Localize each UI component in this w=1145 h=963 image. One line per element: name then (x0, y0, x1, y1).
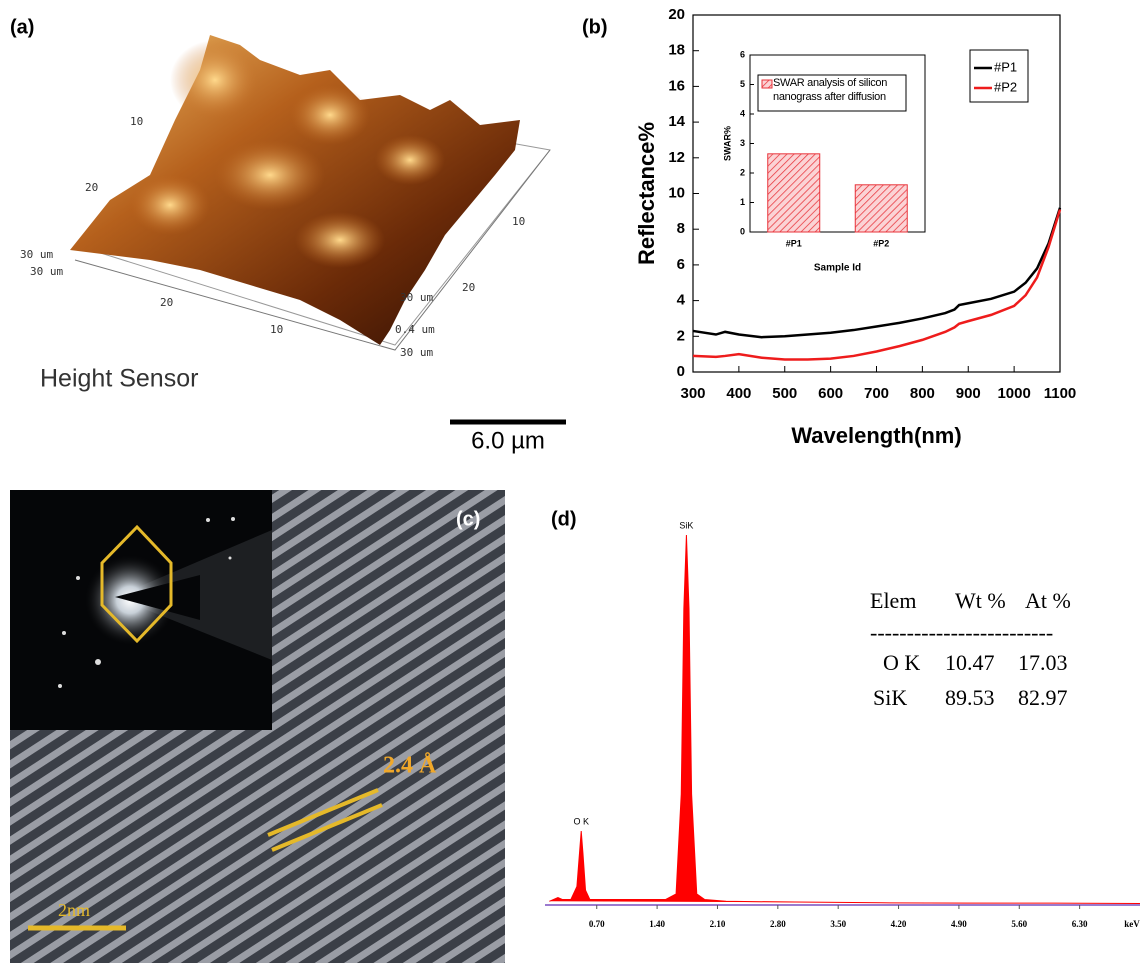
y-tick-label: 5 (740, 79, 745, 89)
x-tick-label: 6.30 (1072, 919, 1088, 929)
y-tick-label: 1 (740, 197, 745, 207)
x-tick-label: 2.80 (770, 919, 786, 929)
x-tick-label: #P2 (873, 238, 889, 248)
tem-image (10, 490, 505, 963)
y-tick-label: 2 (677, 327, 685, 344)
table-header: Wt % (955, 588, 1006, 613)
y-tick-label: 3 (740, 138, 745, 148)
x-tick-label: 400 (726, 385, 751, 402)
lattice-spacing: 2.4 Å (383, 753, 437, 779)
x-axis-label: Sample Id (814, 263, 861, 274)
afm-axis-label: 10 (130, 115, 143, 128)
x-tick-label: 700 (864, 385, 889, 402)
afm-axis-label: 30 um (400, 346, 433, 359)
x-tick-label: 1000 (997, 385, 1030, 402)
table-separator: ------------------------- (870, 620, 1053, 645)
y-tick-label: 16 (668, 77, 685, 94)
x-tick-label: 2.10 (710, 919, 726, 929)
x-tick-label: 1.40 (649, 919, 665, 929)
y-tick-label: 18 (668, 42, 685, 59)
table-cell: 82.97 (1018, 685, 1068, 710)
y-tick-label: 14 (668, 113, 685, 130)
legend-label: SWAR analysis of silicon nanograss after… (773, 76, 905, 104)
table-header: At % (1025, 588, 1071, 613)
y-axis-label: SWAR% (722, 126, 732, 161)
x-tick-label: 500 (772, 385, 797, 402)
afm-axis-label: 20 (462, 281, 475, 294)
afm-axis-label: 10 (270, 323, 283, 336)
y-tick-label: 6 (677, 256, 685, 273)
x-tick-label: 5.60 (1011, 919, 1027, 929)
afm-axis-label: 30 um (30, 265, 63, 278)
x-axis-label: keV (1124, 919, 1140, 929)
table-cell: 10.47 (945, 650, 995, 675)
bar (855, 185, 907, 232)
table-cell: 89.53 (945, 685, 995, 710)
panel-label: (b) (582, 16, 608, 38)
y-tick-label: 0 (677, 363, 685, 380)
x-tick-label: 800 (910, 385, 935, 402)
y-tick-label: 4 (740, 108, 745, 118)
y-axis-label: Reflectance% (634, 122, 659, 265)
y-tick-label: 12 (668, 149, 685, 166)
y-tick-label: 4 (677, 292, 686, 309)
afm-axis-label: 20 (160, 296, 173, 309)
x-tick-label: 4.20 (891, 919, 907, 929)
y-tick-label: 10 (668, 184, 685, 201)
y-tick-label: 2 (740, 167, 745, 177)
legend-label: #P1 (994, 59, 1017, 74)
panel-label: (c) (456, 508, 480, 530)
x-tick-label: 3.50 (830, 919, 846, 929)
afm-axis-label: 30 um (20, 248, 53, 261)
panel-label: (d) (551, 508, 577, 530)
x-tick-label: 300 (680, 385, 705, 402)
table-header: Elem (870, 588, 916, 613)
afm-surface (70, 35, 550, 350)
afm-axis-label: 0.4 um (395, 323, 435, 336)
afm-caption: Height Sensor (40, 365, 198, 393)
afm-axis-label: 20 (85, 181, 98, 194)
y-tick-label: 0 (740, 226, 745, 236)
legend-label-box: SWAR analysis of silicon nanograss after… (773, 76, 905, 110)
legend-swatch (762, 80, 772, 88)
scale-bar-label: 6.0 µm (471, 427, 545, 454)
panel-label: (a) (10, 16, 34, 38)
table-cell: SiK (873, 685, 907, 710)
scale-bar-label: 2nm (58, 900, 90, 920)
y-tick-label: 8 (677, 220, 685, 237)
table-cell: O K (883, 650, 920, 675)
peak-label: SiK (679, 520, 693, 530)
figure: (a) 10 20 30 um 30 um 20 10 10 20 30 um … (0, 0, 1145, 963)
x-tick-label: 0.70 (589, 919, 605, 929)
x-axis-label: Wavelength(nm) (791, 423, 961, 448)
legend-label: #P2 (994, 79, 1017, 94)
y-tick-label: 20 (668, 6, 685, 23)
peak-label: O K (573, 816, 589, 826)
table-cell: 17.03 (1018, 650, 1068, 675)
y-tick-label: 6 (740, 49, 745, 59)
x-tick-label: 600 (818, 385, 843, 402)
x-tick-label: 4.90 (951, 919, 967, 929)
afm-axis-label: 10 (512, 215, 525, 228)
bar (768, 154, 820, 232)
afm-axis-label: 30 um (400, 291, 433, 304)
x-tick-label: 900 (956, 385, 981, 402)
x-tick-label: 1100 (1044, 385, 1077, 402)
x-tick-label: #P1 (786, 238, 802, 248)
